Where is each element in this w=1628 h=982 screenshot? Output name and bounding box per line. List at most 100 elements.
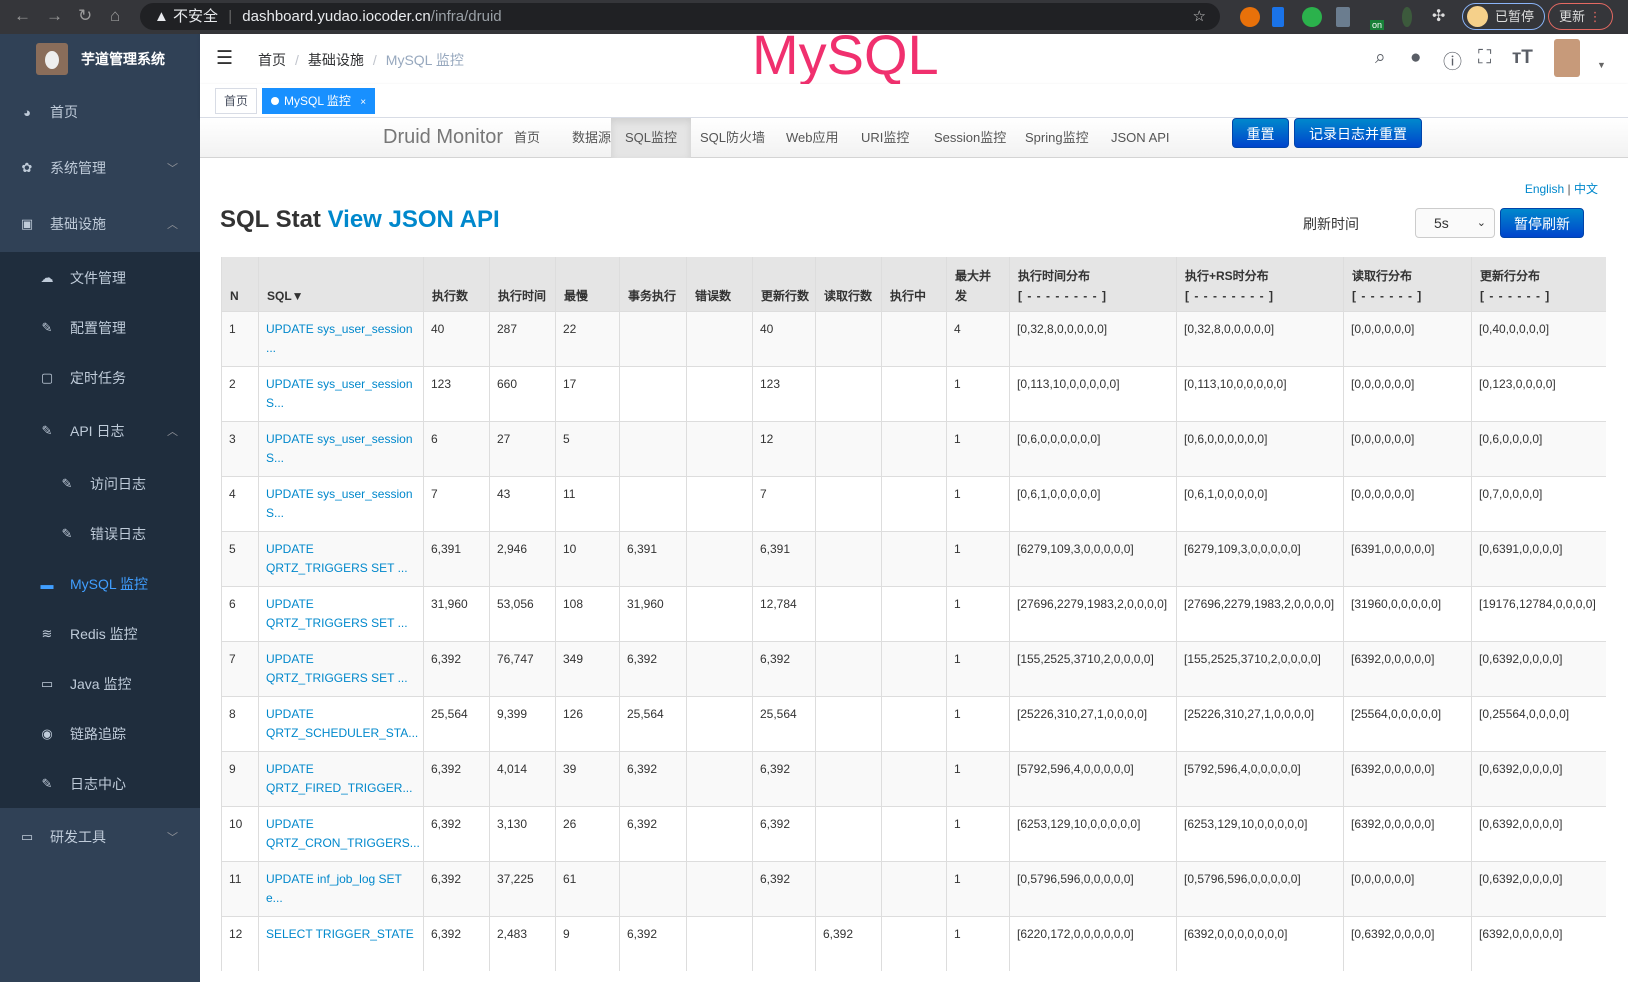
caret-down-icon[interactable]: ▼ bbox=[1597, 60, 1606, 70]
star-icon[interactable]: ☆ bbox=[1192, 8, 1206, 25]
table-cell: [6392,0,0,0,0,0] bbox=[1343, 750, 1472, 806]
druid-nav-item[interactable]: SQL监控 bbox=[611, 118, 692, 158]
extension-badge[interactable]: on bbox=[1370, 20, 1385, 30]
extension-icon[interactable] bbox=[1336, 7, 1350, 27]
sql-link[interactable]: UPDATE inf_job_log SET e... bbox=[266, 871, 402, 905]
sql-link[interactable]: UPDATE sys_user_session S... bbox=[266, 376, 413, 410]
cell-value: 40 bbox=[760, 321, 774, 336]
back-icon[interactable]: ← bbox=[14, 6, 31, 25]
cell-value: 12,784 bbox=[760, 596, 797, 611]
sidebar-item-6[interactable]: ✎ API 日志 ︿ bbox=[0, 403, 200, 459]
druid-nav-item[interactable]: SQL防火墙 bbox=[700, 130, 766, 145]
sql-link[interactable]: UPDATE QRTZ_CRON_TRIGGERS... bbox=[266, 816, 420, 850]
sidebar-item-13[interactable]: ✎ 日志中心 bbox=[0, 756, 200, 812]
forward-icon[interactable]: → bbox=[46, 6, 63, 25]
sql-link[interactable]: UPDATE sys_user_session ... bbox=[266, 321, 413, 355]
help-icon[interactable]: ⓘ bbox=[1443, 52, 1463, 73]
table-cell: 1 bbox=[946, 805, 1010, 861]
pause-refresh-button[interactable]: 暂停刷新 bbox=[1500, 208, 1584, 238]
column-sub[interactable]: [ - - - - - - ] bbox=[1480, 288, 1551, 303]
cell-value: 6,392 bbox=[760, 816, 791, 831]
log-and-reset-button[interactable]: 记录日志并重置 bbox=[1294, 118, 1422, 148]
druid-nav-item[interactable]: Web应用 bbox=[786, 130, 839, 145]
sidebar-item-3[interactable]: ☁ 文件管理 bbox=[0, 250, 200, 306]
table-cell bbox=[815, 310, 882, 366]
sidebar-item-5[interactable]: ▢ 定时任务 bbox=[0, 350, 200, 406]
sql-link[interactable]: UPDATE QRTZ_TRIGGERS SET ... bbox=[266, 651, 408, 685]
hamburger-icon[interactable]: ☰ bbox=[216, 48, 234, 69]
sidebar-item-4[interactable]: ✎ 配置管理 bbox=[0, 300, 200, 356]
fullscreen-icon[interactable]: ⛶ bbox=[1478, 47, 1492, 68]
table-cell bbox=[881, 420, 947, 476]
sidebar-item-7[interactable]: ✎ 访问日志 bbox=[0, 456, 200, 512]
druid-brand[interactable]: Druid Monitor bbox=[383, 126, 504, 148]
tag-mysql[interactable]: MySQL 监控 × bbox=[262, 88, 376, 114]
tag-home[interactable]: 首页 bbox=[215, 88, 258, 114]
reset-button[interactable]: 重置 bbox=[1232, 118, 1289, 148]
sql-link[interactable]: SELECT TRIGGER_STATE bbox=[266, 926, 414, 941]
column-sub[interactable]: [ - - - - - - ] bbox=[1352, 288, 1423, 303]
lang-english[interactable]: English bbox=[1524, 182, 1565, 196]
column-sub[interactable]: [ - - - - - - - - ] bbox=[1185, 288, 1274, 303]
sql-link[interactable]: UPDATE QRTZ_TRIGGERS SET ... bbox=[266, 596, 408, 630]
sidebar-item-9[interactable]: ▬ MySQL 监控 bbox=[0, 556, 200, 612]
extension-icon[interactable] bbox=[1402, 7, 1412, 27]
druid-nav-item[interactable]: URI监控 bbox=[861, 130, 910, 145]
sql-link[interactable]: UPDATE QRTZ_TRIGGERS SET ... bbox=[266, 541, 408, 575]
lang-chinese[interactable]: 中文 bbox=[1573, 182, 1598, 196]
sidebar-item-0[interactable]: ◕ 首页 bbox=[0, 84, 200, 140]
update-button[interactable]: 更新 ⋮ bbox=[1548, 3, 1613, 30]
druid-nav-item[interactable]: 数据源 bbox=[572, 130, 612, 145]
view-json-api-link[interactable]: View JSON API bbox=[327, 206, 500, 233]
sidebar-item-1[interactable]: ✿ 系统管理 ﹀ bbox=[0, 140, 200, 196]
sql-link[interactable]: UPDATE QRTZ_FIRED_TRIGGER... bbox=[266, 761, 413, 795]
profile-button[interactable]: 已暂停 bbox=[1462, 3, 1546, 30]
sidebar-item-11[interactable]: ▭ Java 监控 bbox=[0, 656, 200, 712]
cell-value: [6253,129,10,0,0,0,0,0] bbox=[1017, 816, 1141, 831]
column-sub[interactable]: [ - - - - - - - - ] bbox=[1018, 288, 1107, 303]
extension-icon[interactable] bbox=[1272, 7, 1284, 27]
font-size-icon[interactable]: ᴛT bbox=[1512, 47, 1533, 68]
druid-nav-item[interactable]: Session监控 bbox=[934, 130, 1007, 145]
extension-icon[interactable] bbox=[1240, 7, 1260, 27]
sidebar-item-12[interactable]: ◉ 链路追踪 bbox=[0, 706, 200, 762]
sidebar-item-2[interactable]: ▣ 基础设施 ︿ bbox=[0, 196, 200, 252]
server-icon: ▭ bbox=[40, 676, 54, 691]
table-cell bbox=[686, 585, 753, 641]
cell-value: [0,6,1,0,0,0,0,0] bbox=[1184, 486, 1268, 501]
table-cell: [0,6392,0,0,0,0] bbox=[1471, 860, 1606, 916]
table-cell bbox=[881, 475, 947, 531]
extension-icon[interactable] bbox=[1302, 7, 1322, 27]
sql-link[interactable]: UPDATE sys_user_session S... bbox=[266, 431, 413, 465]
home-icon[interactable]: ⌂ bbox=[110, 6, 121, 25]
druid-nav-item[interactable]: JSON API bbox=[1111, 130, 1170, 145]
close-icon[interactable]: × bbox=[360, 97, 367, 108]
avatar[interactable] bbox=[1554, 39, 1580, 77]
more-icon[interactable]: ⋮ bbox=[1588, 9, 1602, 24]
puzzle-icon[interactable]: ✣ bbox=[1432, 8, 1446, 25]
breadcrumb-infra[interactable]: 基础设施 bbox=[307, 52, 364, 68]
druid-nav-item[interactable]: 首页 bbox=[514, 130, 541, 145]
address-bar[interactable]: ▲ 不安全 | dashboard.yudao.iocoder.cn/infra… bbox=[140, 3, 1220, 30]
sql-link[interactable]: UPDATE sys_user_session S... bbox=[266, 486, 413, 520]
table-cell: [27696,2279,1983,2,0,0,0,0] bbox=[1176, 585, 1344, 641]
github-icon[interactable]: ● bbox=[1410, 47, 1422, 68]
search-icon[interactable]: ⌕ bbox=[1375, 47, 1386, 68]
table-cell bbox=[815, 640, 882, 696]
cell-value: 1 bbox=[954, 926, 961, 941]
refresh-interval-select[interactable]: 5s ⌄ bbox=[1415, 208, 1495, 238]
app-logo[interactable]: 芋道管理系统 bbox=[0, 34, 200, 84]
table-cell: 1 bbox=[946, 695, 1010, 751]
sidebar-item-14[interactable]: ▭ 研发工具 ﹀ bbox=[0, 809, 200, 865]
breadcrumb-home[interactable]: 首页 bbox=[258, 52, 286, 68]
druid-nav-item[interactable]: Spring监控 bbox=[1025, 130, 1089, 145]
sql-link[interactable]: UPDATE QRTZ_SCHEDULER_STA... bbox=[266, 706, 419, 740]
cell-value: 1 bbox=[954, 706, 961, 721]
sidebar-item-10[interactable]: ≋ Redis 监控 bbox=[0, 606, 200, 662]
sidebar-item-8[interactable]: ✎ 错误日志 bbox=[0, 506, 200, 562]
cell-value: 6,392 bbox=[760, 651, 791, 666]
table-cell bbox=[881, 805, 947, 861]
reload-icon[interactable]: ↻ bbox=[78, 6, 93, 25]
column-header[interactable]: SQL▼ bbox=[258, 257, 424, 311]
cell-value: 1 bbox=[954, 871, 961, 886]
